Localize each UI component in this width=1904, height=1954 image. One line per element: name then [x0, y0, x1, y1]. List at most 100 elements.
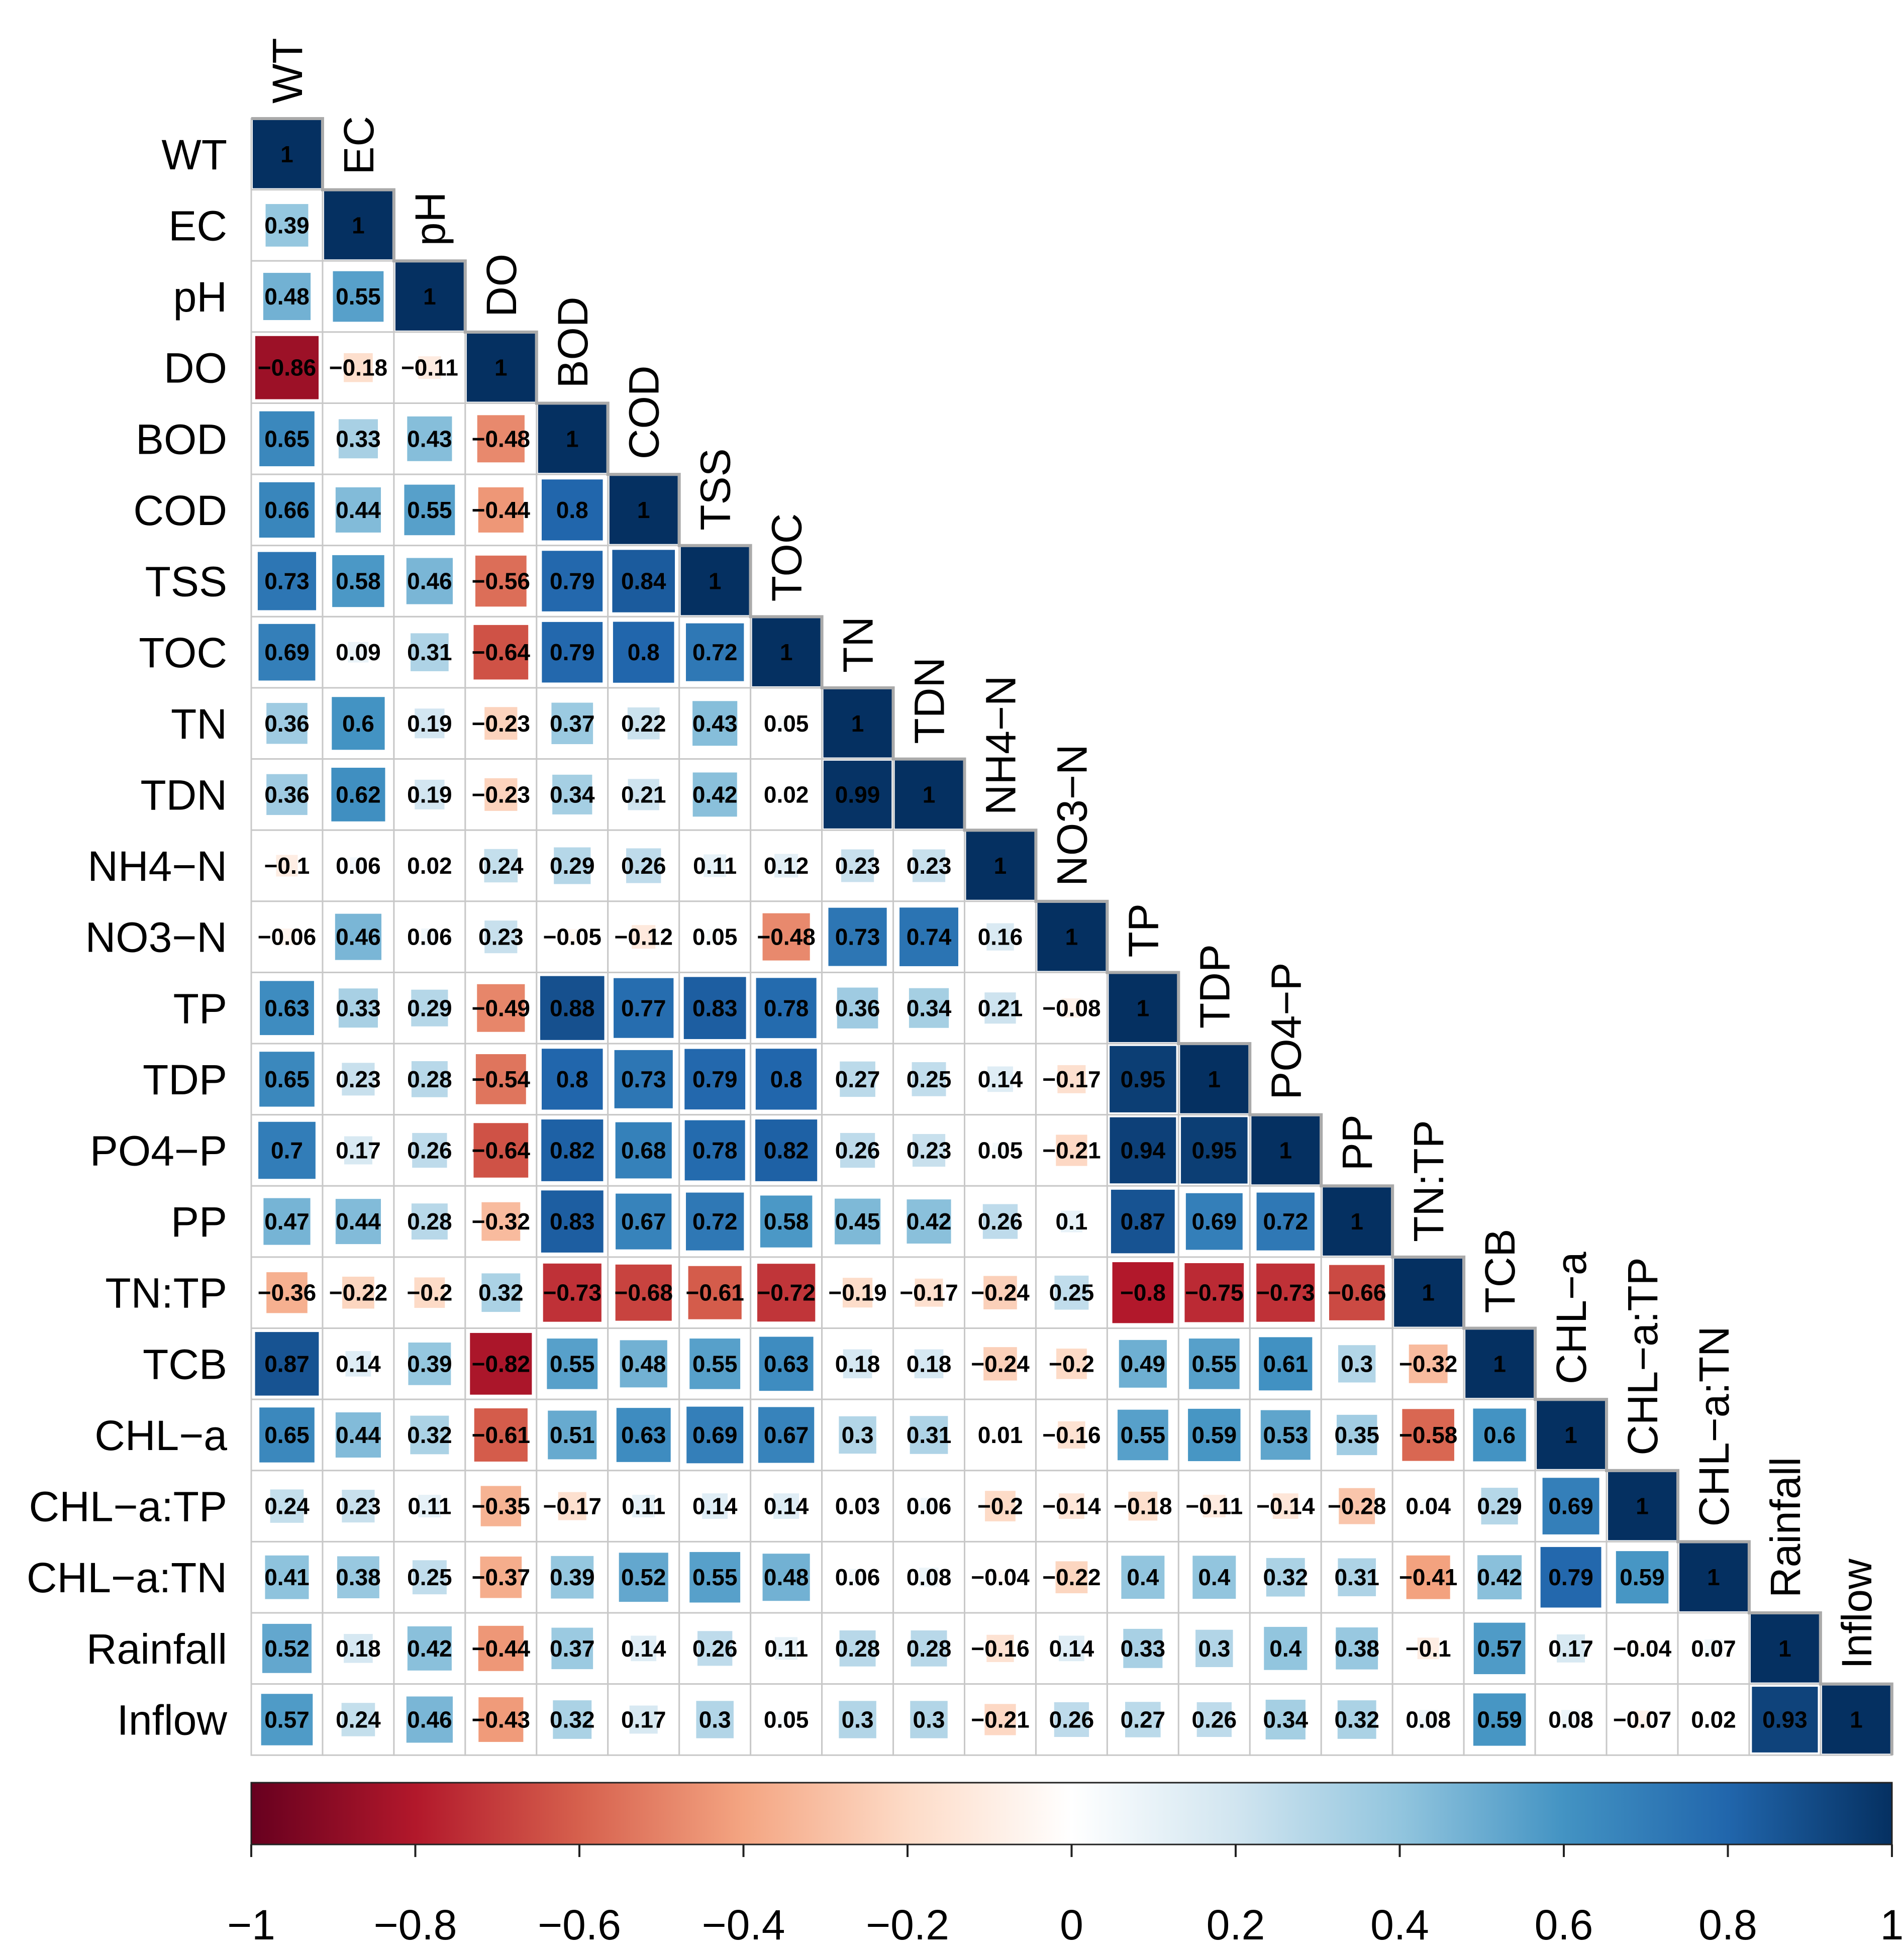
correlation-cell: 0.94: [1110, 1117, 1176, 1184]
correlation-value: 0.95: [1192, 1137, 1237, 1163]
correlation-cell: −0.28: [1328, 1488, 1386, 1524]
correlation-square: [911, 1630, 947, 1667]
correlation-cell: 0.42: [407, 1626, 452, 1671]
correlation-value: −0.75: [1185, 1280, 1243, 1306]
correlation-cell: −0.24: [971, 1347, 1030, 1381]
correlation-cell: −0.1: [264, 853, 310, 879]
correlation-cell: 0.06: [336, 853, 381, 879]
correlation-cell: 0.26: [407, 1133, 452, 1168]
correlation-cell: −0.17: [1042, 1065, 1101, 1093]
correlation-square: [412, 1560, 447, 1595]
row-label: TDP: [143, 1056, 227, 1103]
correlation-value: 1: [780, 639, 793, 665]
correlation-cell: 0.57: [1473, 1622, 1526, 1675]
correlation-square: [1540, 1547, 1601, 1608]
correlation-value: 0.29: [407, 995, 452, 1021]
correlation-cell: 0.93: [1752, 1687, 1818, 1753]
correlation-cell: 0.23: [478, 920, 524, 954]
correlation-value: 0.26: [978, 1208, 1023, 1235]
correlation-cell: 0.09: [336, 639, 381, 665]
correlation-cell: −0.08: [1042, 995, 1100, 1021]
correlation-square: [411, 633, 449, 671]
correlation-cell: 0.02: [1691, 1706, 1736, 1732]
correlation-value: 0.29: [1477, 1493, 1522, 1519]
correlation-square: [774, 854, 798, 878]
correlation-square: [1465, 1329, 1534, 1398]
correlation-cell: 0.51: [548, 1410, 597, 1460]
correlation-value: 0.63: [764, 1351, 809, 1377]
correlation-square: [261, 1694, 313, 1745]
correlation-value: −0.68: [615, 1280, 673, 1306]
correlation-value: 0.19: [407, 710, 452, 737]
correlation-square: [1537, 1401, 1606, 1469]
correlation-value: 0.42: [692, 781, 738, 807]
row-label: PP: [171, 1198, 227, 1246]
correlation-square: [1056, 1349, 1087, 1379]
correlation-value: 0.4: [1127, 1564, 1159, 1590]
correlation-square: [332, 555, 384, 607]
correlation-cell: 0.48: [263, 273, 311, 321]
correlation-square: [1473, 1622, 1526, 1675]
correlation-value: 0.48: [764, 1564, 809, 1590]
correlation-value: 0.73: [835, 924, 880, 950]
correlation-square: [689, 1552, 741, 1603]
correlation-cell: 0.88: [540, 976, 605, 1040]
correlation-square: [260, 981, 314, 1036]
correlation-square: [985, 1491, 1016, 1521]
correlation-value: 1: [1636, 1493, 1649, 1519]
correlation-square: [966, 832, 1035, 900]
column-label: PP: [1334, 1114, 1381, 1171]
correlation-cell: 1: [752, 618, 821, 686]
correlation-value: 0.32: [478, 1280, 524, 1306]
correlation-cell: 0.26: [1192, 1702, 1237, 1737]
correlation-square: [335, 1412, 381, 1458]
correlation-cell: 0.12: [764, 853, 809, 879]
colorbar: −1 −0.8 −0.6 −0.4 −0.2 0 0.2 0.4 0.6 0.8 1: [227, 1782, 1904, 1948]
correlation-cell: −0.58: [1399, 1409, 1457, 1461]
correlation-square: [474, 1408, 528, 1462]
column-label: CHL−a: [1548, 1252, 1595, 1384]
colorbar-tick-label: 1: [1880, 1901, 1904, 1948]
correlation-value: 0.44: [336, 1208, 381, 1235]
correlation-cell: 1: [466, 333, 535, 402]
correlation-value: −0.56: [472, 568, 530, 594]
correlation-value: 0.82: [764, 1137, 809, 1163]
correlation-cell: 1: [1394, 1258, 1463, 1327]
correlation-cell: 0.55: [547, 1339, 598, 1389]
correlation-cell: −0.21: [1042, 1135, 1101, 1166]
correlation-value: 0.48: [264, 283, 310, 310]
correlation-value: 0.4: [1269, 1635, 1301, 1662]
correlation-value: −0.66: [1328, 1280, 1386, 1306]
correlation-cell: 1: [1750, 1614, 1819, 1683]
correlation-value: 0.22: [621, 710, 666, 737]
correlation-square: [1110, 1046, 1176, 1112]
correlation-value: 0.55: [1121, 1422, 1166, 1448]
correlation-cell: 0.52: [262, 1623, 312, 1673]
correlation-value: 0.68: [621, 1137, 666, 1163]
correlation-value: −0.24: [971, 1351, 1030, 1377]
correlation-cell: 0.31: [1334, 1558, 1379, 1596]
correlation-value: 1: [1208, 1066, 1221, 1092]
correlation-square: [1822, 1685, 1890, 1754]
correlation-value: 0.33: [336, 995, 381, 1021]
correlation-square: [919, 1568, 939, 1587]
correlation-value: 0.26: [1192, 1706, 1237, 1732]
correlation-square: [337, 1556, 379, 1599]
correlation-value: 0.39: [407, 1351, 452, 1377]
correlation-cell: 0.05: [692, 924, 738, 950]
correlation-value: 0.44: [336, 497, 381, 523]
correlation-value: 0.1: [1055, 1208, 1087, 1235]
correlation-square: [333, 271, 384, 322]
correlation-square: [345, 1351, 371, 1377]
correlation-cell: 0.14: [978, 1066, 1023, 1092]
correlation-square: [834, 1198, 881, 1245]
correlation-cell: −0.64: [472, 625, 530, 680]
correlation-cell: 0.87: [1111, 1189, 1175, 1254]
correlation-square: [541, 479, 603, 541]
correlation-square: [324, 191, 392, 260]
correlation-cell: 0.87: [255, 1332, 319, 1396]
correlation-square: [1260, 1410, 1311, 1460]
correlation-square: [688, 1266, 742, 1319]
correlation-cell: 0.28: [407, 1203, 452, 1240]
correlation-cell: 0.06: [907, 1493, 952, 1519]
